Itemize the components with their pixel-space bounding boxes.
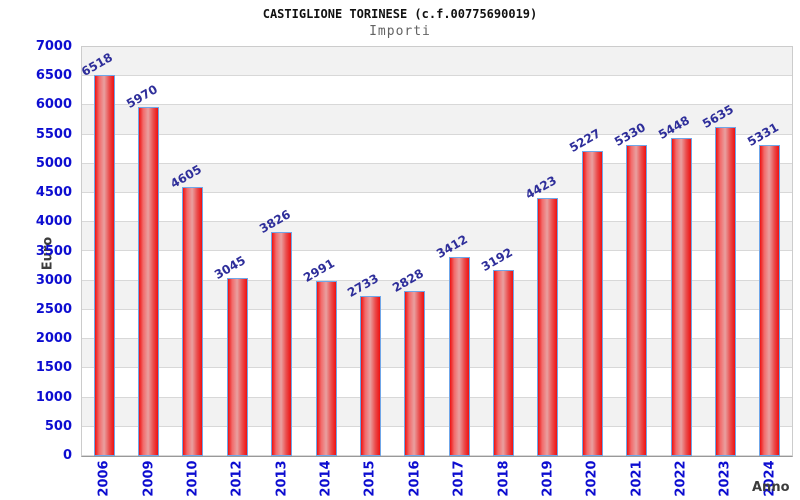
chart-subtitle: Importi	[369, 24, 431, 39]
grid-band	[82, 47, 792, 77]
bar-2017	[448, 256, 470, 456]
bar-2021	[626, 144, 648, 456]
y-tick-label: 7000	[35, 39, 72, 54]
x-tick-label: 2016	[407, 460, 423, 497]
y-tick-label: 2000	[35, 331, 72, 347]
bar-2015	[359, 296, 381, 456]
bar-2013	[271, 232, 293, 456]
y-tick-label: 0	[62, 448, 72, 463]
bar-2022	[670, 137, 692, 456]
bar-2014	[315, 281, 337, 456]
x-tick-label: 2019	[540, 460, 556, 497]
x-tick-label: 2020	[584, 460, 600, 497]
y-tick-label: 6500	[35, 68, 72, 84]
x-tick-label: 2013	[274, 460, 290, 497]
x-tick-label: 2023	[717, 460, 733, 497]
y-tick-label: 3500	[35, 243, 72, 259]
x-tick-label: 2022	[673, 460, 689, 497]
bar-2023	[714, 126, 736, 456]
x-tick-label: 2010	[185, 460, 201, 497]
x-tick-label: 2006	[96, 460, 112, 497]
bar-2024	[759, 144, 781, 456]
y-tick-label: 1500	[35, 360, 72, 376]
bar-2019	[537, 197, 559, 456]
y-tick-label: 1000	[35, 389, 72, 405]
grid-band	[82, 105, 792, 135]
x-tick-label: 2015	[362, 460, 378, 497]
chart-title: CASTIGLIONE TORINESE (c.f.00775690019)	[262, 7, 538, 21]
y-tick-label: 500	[44, 418, 72, 434]
bar-2020	[581, 150, 603, 456]
x-tick-label: 2018	[496, 460, 512, 497]
bar-2009	[138, 107, 160, 456]
bar-2018	[493, 269, 515, 456]
y-tick-label: 4000	[35, 214, 72, 230]
x-tick-label: 2012	[229, 460, 245, 497]
y-tick-label: 4500	[35, 185, 72, 201]
x-tick-label: 2014	[318, 460, 334, 497]
x-tick-label: 2017	[451, 460, 467, 497]
y-tick-label: 6000	[35, 97, 72, 113]
y-tick-label: 5000	[35, 155, 72, 171]
plot-area: 6518 5970 4605 3045 3826 2991 2733 2828 3412 3192…	[79, 46, 793, 457]
y-tick-label: 2500	[35, 301, 72, 317]
x-tick-label: 2021	[629, 460, 645, 497]
x-tick-label: 2009	[141, 460, 157, 497]
bar-2010	[182, 186, 204, 456]
grid-band	[82, 76, 792, 106]
bar-2012	[226, 278, 248, 456]
y-tick-label: 3000	[35, 272, 72, 288]
bar-2016	[404, 290, 426, 456]
x-axis-title: Anno	[752, 480, 790, 495]
bar-2006	[93, 75, 115, 456]
y-tick-label: 5500	[35, 126, 72, 142]
